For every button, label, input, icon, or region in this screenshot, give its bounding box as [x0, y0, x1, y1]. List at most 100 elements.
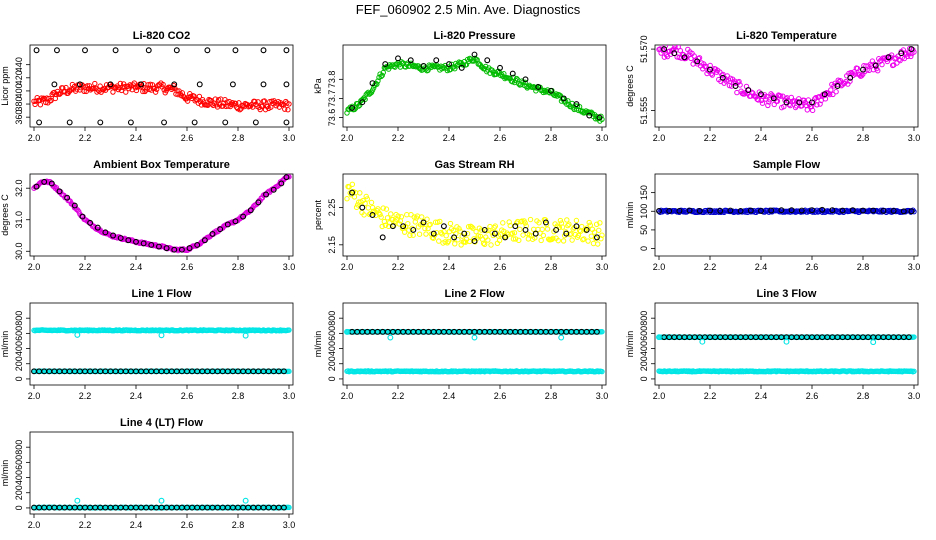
panel-5: Sample Flowml/min2.0 2.2 2.4 2.6 2.8 3.005010… [625, 159, 920, 272]
data-point [408, 58, 413, 63]
data-point [284, 82, 289, 87]
data-point [98, 120, 103, 125]
data-point [434, 58, 439, 63]
data-point [261, 82, 266, 87]
plot-area [345, 182, 604, 247]
y-tick-label: 50 [639, 225, 649, 235]
data-point [448, 221, 452, 225]
y-tick-label: 200 [327, 356, 337, 371]
data-point [405, 213, 409, 217]
plot-area [345, 52, 604, 123]
x-tick-label: 2.8 [857, 133, 870, 143]
panel-4: Gas Stream RHpercent2.0 2.2 2.4 2.6 2.8 3.02.… [313, 159, 608, 272]
data-point [597, 228, 601, 232]
y-tick-label: 800 [14, 440, 24, 455]
data-point [37, 120, 42, 125]
data-point [261, 48, 266, 53]
x-tick-label: 2.4 [130, 262, 143, 272]
x-tick-label: 3.0 [908, 133, 921, 143]
y-axis-label: ml/min [0, 331, 10, 358]
data-point [243, 498, 248, 503]
data-point [83, 48, 88, 53]
x-tick-label: 3.0 [908, 391, 921, 401]
data-point [284, 48, 289, 53]
panel-9: Line 4 (LT) Flowml/min2.0 2.2 2.4 2.6 2.8 3.0… [0, 417, 295, 530]
data-point [528, 217, 532, 221]
y-tick-label: 2.15 [327, 236, 337, 254]
data-point [411, 233, 415, 237]
y-tick-label: 400 [14, 470, 24, 485]
x-tick-label: 2.8 [857, 391, 870, 401]
x-tick-label: 2.2 [79, 262, 92, 272]
panel-title: Line 4 (LT) Flow [120, 417, 203, 429]
series-sample_flow [657, 208, 916, 215]
x-tick-label: 2.6 [806, 133, 819, 143]
y-tick-label: 440 [14, 57, 24, 72]
x-tick-label: 2.0 [653, 133, 666, 143]
data-point [385, 216, 389, 220]
x-tick-label: 2.0 [341, 391, 354, 401]
x-tick-label: 2.2 [392, 391, 405, 401]
data-point [162, 120, 167, 125]
data-point [243, 333, 248, 338]
data-point [829, 88, 833, 92]
data-point [253, 120, 258, 125]
data-point [453, 242, 457, 246]
y-tick-label: 600 [14, 326, 24, 341]
x-tick-label: 2.8 [232, 520, 245, 530]
data-point [489, 243, 493, 247]
y-axis-label: ml/min [625, 331, 635, 358]
x-tick-label: 2.4 [755, 262, 768, 272]
data-point [402, 230, 406, 234]
data-point [284, 120, 289, 125]
data-point [559, 335, 564, 340]
diagnostics-figure: FEF_060902 2.5 Min. Ave. Diagnostics Li-… [0, 0, 936, 540]
y-axis-label: percent [313, 199, 323, 230]
figure-title: FEF_060902 2.5 Min. Ave. Diagnostics [356, 2, 581, 17]
x-tick-label: 2.0 [28, 262, 41, 272]
data-point [591, 241, 595, 245]
data-point [419, 215, 423, 219]
data-point [521, 233, 525, 237]
data-point [871, 340, 876, 345]
x-tick-label: 3.0 [283, 520, 296, 530]
y-tick-label: 51.555 [639, 97, 649, 125]
y-tick-label: 200 [14, 356, 24, 371]
data-point [360, 205, 365, 210]
plot-frame [655, 174, 918, 256]
panel-title: Gas Stream RH [434, 159, 514, 171]
data-point [539, 238, 543, 242]
data-point [366, 206, 370, 210]
data-point [174, 48, 179, 53]
panel-1: Li-820 PressurekPa2.0 2.2 2.4 2.6 2.8 3.073.6… [313, 30, 608, 143]
y-axis-label: ml/min [0, 460, 10, 487]
plot-area [32, 175, 291, 253]
y-axis-label: Licor ppm [0, 66, 10, 106]
panel-title: Li-820 Temperature [736, 30, 837, 42]
y-tick-label: 0 [14, 376, 24, 381]
y-tick-label: 73.6 [327, 109, 337, 127]
data-point [561, 239, 565, 243]
y-tick-label: 2.25 [327, 199, 337, 217]
panel-title: Li-820 Pressure [434, 30, 516, 42]
y-tick-label: 600 [14, 455, 24, 470]
x-tick-label: 2.6 [494, 262, 507, 272]
x-tick-label: 2.6 [806, 391, 819, 401]
x-tick-label: 2.2 [79, 133, 92, 143]
y-axis-label: ml/min [625, 202, 635, 229]
x-tick-label: 3.0 [283, 391, 296, 401]
x-tick-label: 2.8 [857, 262, 870, 272]
x-tick-label: 2.4 [443, 133, 456, 143]
y-tick-label: 0 [327, 376, 337, 381]
data-point [570, 238, 574, 242]
x-tick-label: 2.4 [443, 262, 456, 272]
y-tick-label: 0 [639, 246, 649, 251]
data-point [540, 227, 544, 231]
data-point [231, 82, 236, 87]
panel-title: Line 1 Flow [132, 288, 192, 300]
y-axis-label: degrees C [625, 65, 635, 107]
data-point [75, 498, 80, 503]
x-tick-label: 3.0 [596, 133, 609, 143]
data-point [574, 218, 578, 222]
y-tick-label: 0 [639, 376, 649, 381]
